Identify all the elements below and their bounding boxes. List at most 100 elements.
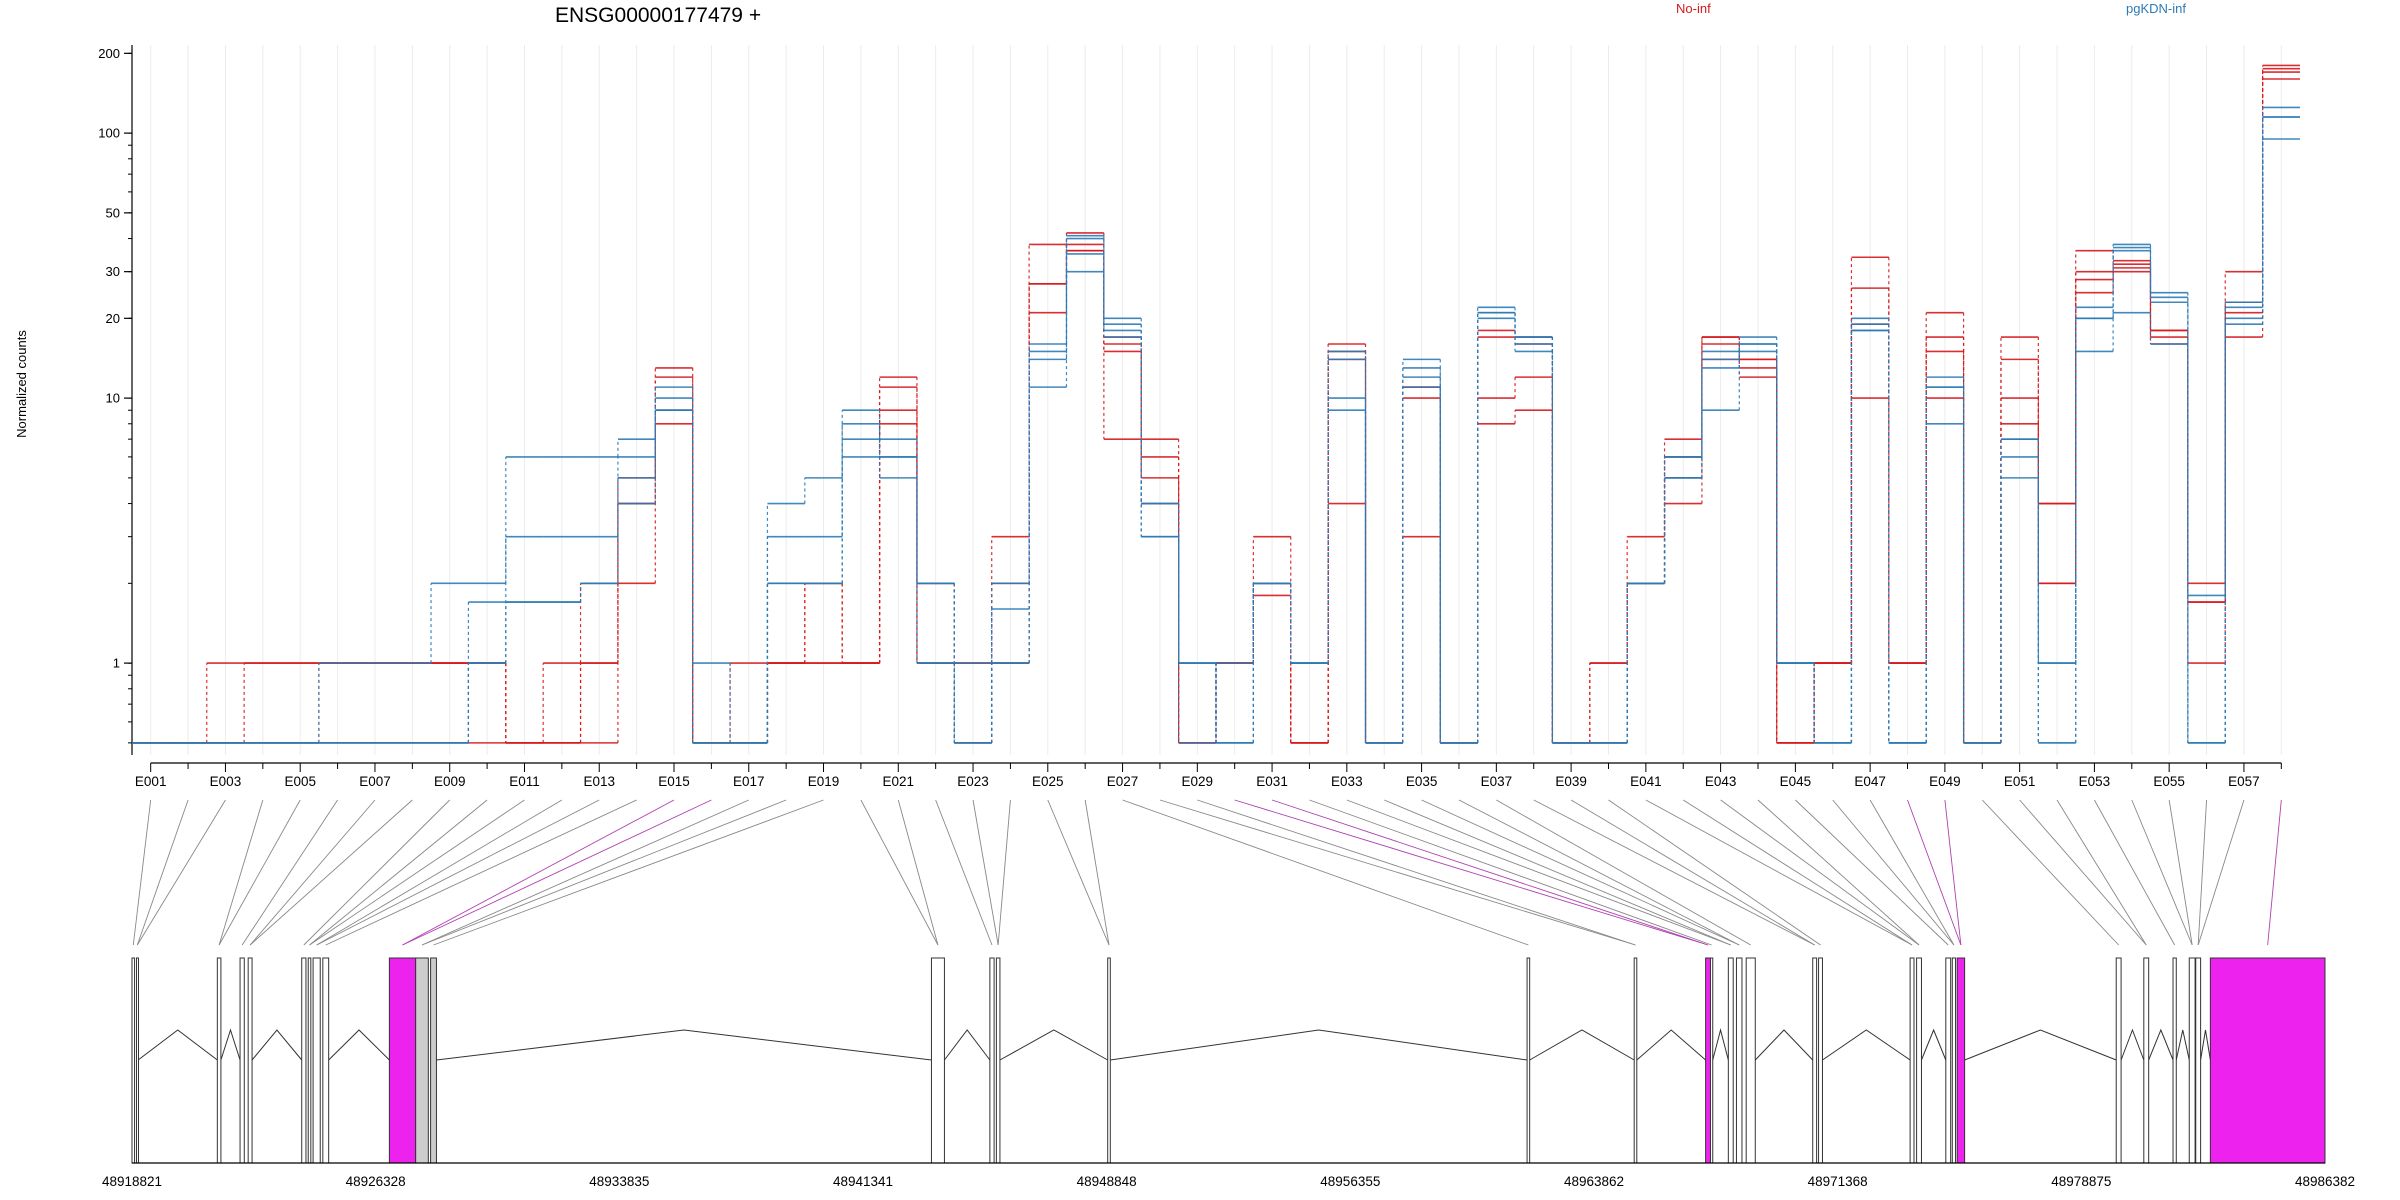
exon-connector bbox=[1757, 799, 1920, 946]
exon-connector bbox=[316, 799, 563, 946]
exon-box bbox=[2115, 957, 2122, 1164]
genomic-position-label: 48963862 bbox=[1564, 1174, 1624, 1189]
x-tick-label: E003 bbox=[210, 774, 242, 789]
series-no-inf-3 bbox=[132, 64, 2300, 744]
genomic-position-label: 48926328 bbox=[346, 1174, 406, 1189]
x-axis: E001 E003 E005 E007 E009 E011 E013 E015 E017 E019… bbox=[135, 762, 2282, 789]
exon-box bbox=[1705, 957, 1711, 1164]
exon-box bbox=[322, 957, 330, 1164]
exon-connector bbox=[402, 799, 675, 946]
exon-box bbox=[388, 957, 417, 1164]
exon-connector bbox=[1159, 799, 1636, 946]
exon-connector bbox=[132, 799, 152, 946]
y-tick-label: 100 bbox=[98, 126, 120, 141]
series-pgkdn-inf-5 bbox=[132, 116, 2300, 744]
exon-connector bbox=[1458, 799, 1740, 946]
x-tick-label: E025 bbox=[1032, 774, 1064, 789]
exon-connector bbox=[1271, 799, 1709, 946]
intron bbox=[2175, 1029, 2190, 1061]
intron bbox=[1110, 1029, 1528, 1061]
intron bbox=[999, 1029, 1108, 1061]
x-tick-label: E015 bbox=[658, 774, 690, 789]
exon-connector bbox=[2168, 799, 2193, 946]
x-tick-label: E051 bbox=[2004, 774, 2036, 789]
series-no-inf-0 bbox=[132, 67, 2300, 744]
intron bbox=[328, 1029, 390, 1061]
x-tick-label: E027 bbox=[1107, 774, 1139, 789]
exon-box bbox=[2209, 957, 2326, 1164]
exon-box bbox=[430, 957, 437, 1164]
x-tick-label: E023 bbox=[957, 774, 989, 789]
series-no-inf-1 bbox=[132, 78, 2300, 744]
intron bbox=[944, 1029, 991, 1061]
exon-connector bbox=[2267, 799, 2282, 946]
x-tick-label: E035 bbox=[1406, 774, 1438, 789]
exon-connector bbox=[2094, 799, 2176, 946]
exon-box bbox=[216, 957, 222, 1164]
exon-box bbox=[1909, 957, 1915, 1164]
exon-box bbox=[2172, 957, 2177, 1164]
intron bbox=[2148, 1028, 2174, 1061]
exon-connector bbox=[1907, 799, 1962, 946]
exon-box bbox=[989, 957, 995, 1164]
exon-connector bbox=[897, 799, 939, 946]
exon-connector bbox=[1496, 799, 1751, 946]
exon-connector bbox=[241, 799, 338, 946]
exon-connector bbox=[303, 799, 451, 946]
exon-box bbox=[1526, 957, 1531, 1164]
exon-connector bbox=[325, 799, 637, 946]
exon-connector bbox=[421, 799, 787, 946]
exon-connector bbox=[249, 799, 413, 946]
x-tick-label: E031 bbox=[1256, 774, 1288, 789]
exon-box bbox=[247, 957, 253, 1164]
x-tick-label: E053 bbox=[2079, 774, 2111, 789]
intron bbox=[1822, 1029, 1911, 1061]
exon-connector bbox=[2019, 799, 2147, 946]
genomic-position-label: 48971368 bbox=[1808, 1174, 1868, 1189]
series-pgkdn-inf-6 bbox=[132, 106, 2300, 744]
exon-connector bbox=[1795, 799, 1949, 946]
x-tick-label: E037 bbox=[1481, 774, 1513, 789]
legend-pgkdn-inf: pgKDN-inf bbox=[2126, 1, 2186, 16]
exon-connector bbox=[136, 799, 226, 946]
exon-box bbox=[415, 957, 429, 1164]
y-tick-label: 30 bbox=[106, 264, 120, 279]
exon-box bbox=[1727, 957, 1734, 1164]
intron bbox=[1920, 1028, 1947, 1061]
x-tick-label: E001 bbox=[135, 774, 167, 789]
x-tick-label: E005 bbox=[284, 774, 316, 789]
intron bbox=[137, 1029, 218, 1061]
exon-connector bbox=[309, 799, 525, 946]
exon-box bbox=[239, 957, 245, 1164]
genomic-position-label: 48948848 bbox=[1077, 1174, 1137, 1189]
exon-box bbox=[930, 957, 945, 1164]
exon-connector bbox=[2197, 799, 2208, 946]
exon-box bbox=[312, 957, 321, 1164]
exon-box bbox=[1735, 957, 1743, 1164]
exon-connector bbox=[1645, 799, 1913, 946]
intron bbox=[251, 1029, 303, 1061]
genomic-position-label: 48978875 bbox=[2051, 1174, 2111, 1189]
exon-connector bbox=[218, 799, 264, 946]
y-tick-label: 1 bbox=[113, 656, 120, 671]
exon-connector bbox=[1869, 799, 1955, 946]
genomic-position-label: 48918821 bbox=[102, 1174, 162, 1189]
intron bbox=[1712, 1028, 1729, 1061]
exon-connector bbox=[935, 799, 993, 946]
exon-box bbox=[1107, 957, 1111, 1164]
x-tick-label: E041 bbox=[1630, 774, 1662, 789]
gene-title: ENSG00000177479 + bbox=[555, 4, 761, 27]
exon-connectors bbox=[132, 799, 2282, 946]
intron bbox=[1529, 1029, 1635, 1061]
exon-connector bbox=[249, 799, 376, 946]
intron bbox=[436, 1029, 932, 1061]
exon-box bbox=[2143, 957, 2150, 1164]
exon-connector bbox=[1608, 799, 1821, 946]
series-pgkdn-inf-7 bbox=[132, 116, 2300, 744]
exon-connector bbox=[136, 799, 189, 946]
y-tick-label: 10 bbox=[106, 391, 120, 406]
gene-model bbox=[131, 957, 2326, 1164]
genomic-position-label: 48941341 bbox=[833, 1174, 893, 1189]
x-tick-label: E013 bbox=[583, 774, 615, 789]
